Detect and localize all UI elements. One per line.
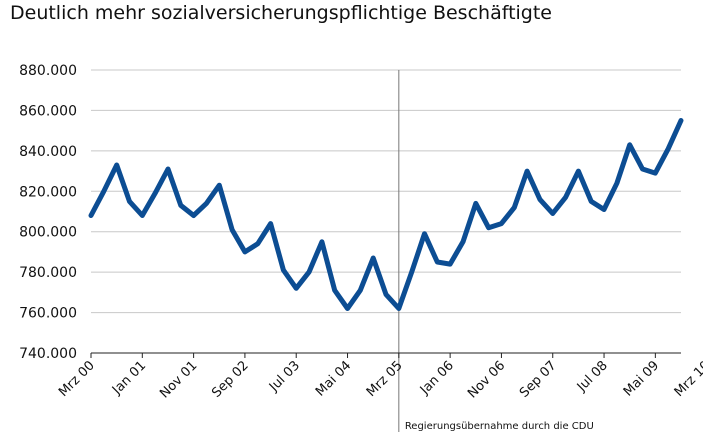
x-tick-label: Sep 07 (517, 358, 560, 401)
x-tick-label: Jan 06 (417, 358, 457, 398)
series-line (88, 118, 684, 311)
y-tick-label: 860.000 (19, 103, 77, 119)
x-tick-label: Jul 08 (574, 358, 611, 395)
x-tick-label: Mai 09 (621, 358, 662, 399)
x-tick-label: Sep 02 (209, 358, 252, 401)
x-axis-ticks: Mrz 00 Jan 01 Nov 01 Sep 02 Jul 03 Mai 04 Mrz … (56, 353, 703, 401)
x-tick-label: Jul 03 (266, 358, 303, 395)
x-tick-label: Nov 01 (157, 358, 200, 401)
chart-title: Deutlich mehr sozialversicherungspflicht… (10, 2, 552, 24)
x-tick-label: Mrz 05 (364, 358, 406, 400)
y-tick-label: 880.000 (19, 63, 77, 79)
x-tick-label: Nov 06 (465, 358, 508, 401)
y-axis-ticks: 740.000 760.000 780.000 800.000 820.000 840.0… (19, 63, 77, 362)
y-tick-label: 760.000 (19, 306, 77, 322)
y-tick-label: 800.000 (19, 225, 77, 241)
y-tick-label: 820.000 (19, 184, 77, 200)
x-tick-label: Mrz 00 (56, 358, 98, 400)
gridlines (91, 69, 681, 314)
y-tick-label: 740.000 (19, 346, 77, 362)
x-tick-label: Mrz 10 (672, 358, 703, 400)
y-tick-label: 780.000 (19, 265, 77, 281)
x-tick-label: Jan 01 (109, 358, 149, 398)
marker-annotation: Regierungsübernahme durch die CDU (405, 421, 594, 432)
y-tick-label: 840.000 (19, 144, 77, 160)
x-tick-label: Mai 04 (313, 358, 354, 399)
